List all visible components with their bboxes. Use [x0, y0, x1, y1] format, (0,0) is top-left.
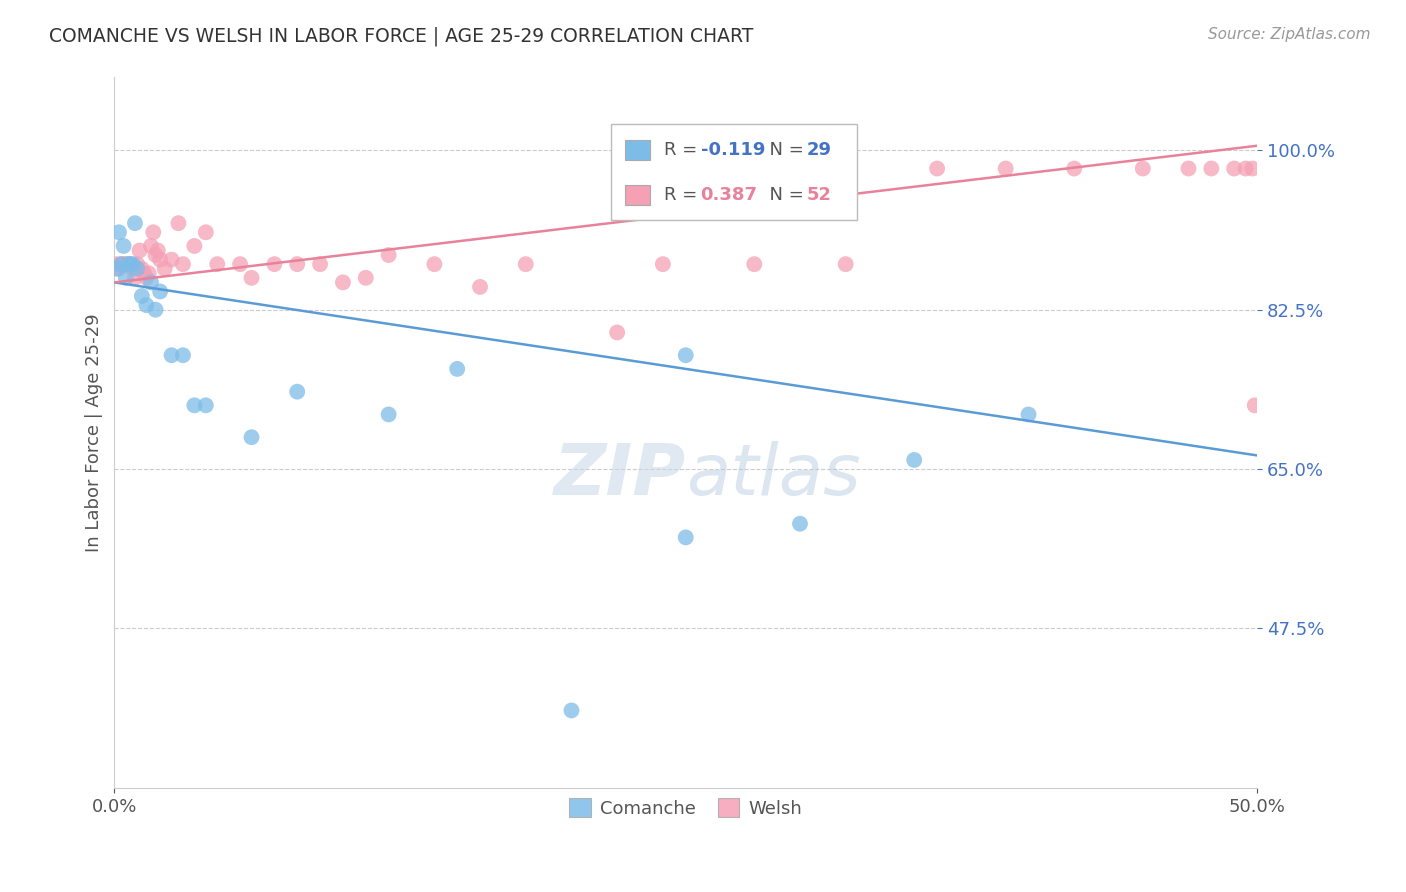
Point: [675, 530, 697, 544]
Text: atlas: atlas: [686, 441, 860, 509]
Point: [121, 261, 143, 276]
FancyBboxPatch shape: [612, 124, 858, 219]
Point: [135, 270, 157, 285]
Text: 52: 52: [807, 186, 832, 204]
Point: [240, 430, 263, 444]
Point: [183, 239, 205, 253]
Point: [675, 348, 697, 362]
Text: N =: N =: [758, 186, 810, 204]
Point: [1132, 161, 1154, 176]
Point: [183, 398, 205, 412]
Point: [309, 257, 332, 271]
Point: [194, 225, 217, 239]
Point: [263, 257, 285, 271]
Point: [105, 261, 128, 276]
Point: [1018, 408, 1040, 422]
Text: ZIP: ZIP: [554, 441, 686, 509]
Point: [1223, 161, 1246, 176]
Point: [153, 261, 176, 276]
Text: R =: R =: [664, 186, 703, 204]
Point: [1177, 161, 1199, 176]
Point: [515, 257, 537, 271]
Point: [354, 270, 377, 285]
Point: [1241, 161, 1264, 176]
Text: N =: N =: [758, 141, 810, 159]
Point: [606, 326, 628, 340]
Point: [194, 398, 217, 412]
Point: [117, 257, 139, 271]
Point: [229, 257, 252, 271]
Point: [240, 270, 263, 285]
Point: [149, 252, 172, 267]
Point: [377, 408, 399, 422]
Point: [742, 257, 765, 271]
Point: [112, 257, 135, 271]
Point: [112, 239, 135, 253]
Point: [139, 276, 162, 290]
Point: [160, 348, 183, 362]
Point: [903, 453, 925, 467]
Point: [145, 248, 167, 262]
Point: [994, 161, 1017, 176]
Point: [377, 248, 399, 262]
Point: [834, 257, 856, 271]
Text: Source: ZipAtlas.com: Source: ZipAtlas.com: [1208, 27, 1371, 42]
Point: [108, 225, 131, 239]
Point: [110, 257, 132, 271]
Point: [1201, 161, 1223, 176]
Point: [1234, 161, 1257, 176]
Point: [124, 216, 146, 230]
FancyBboxPatch shape: [626, 140, 651, 160]
Point: [285, 384, 308, 399]
Point: [124, 270, 146, 285]
FancyBboxPatch shape: [626, 185, 651, 205]
Point: [167, 216, 190, 230]
Text: R =: R =: [664, 141, 703, 159]
Point: [108, 261, 131, 276]
Point: [139, 239, 162, 253]
Text: -0.119: -0.119: [700, 141, 765, 159]
Point: [131, 289, 153, 303]
Point: [115, 270, 138, 285]
Point: [146, 244, 169, 258]
Point: [446, 362, 468, 376]
Point: [160, 252, 183, 267]
Point: [927, 161, 949, 176]
Point: [560, 703, 582, 717]
Point: [110, 257, 132, 271]
Point: [127, 257, 149, 271]
Point: [172, 348, 194, 362]
Point: [1063, 161, 1085, 176]
Point: [127, 261, 149, 276]
Point: [789, 516, 811, 531]
Point: [138, 266, 160, 280]
Point: [142, 225, 165, 239]
Point: [285, 257, 308, 271]
Point: [172, 257, 194, 271]
Point: [468, 280, 491, 294]
Point: [120, 257, 142, 271]
Point: [149, 285, 172, 299]
Point: [131, 261, 153, 276]
Point: [105, 257, 128, 271]
Point: [332, 276, 354, 290]
Point: [121, 257, 143, 271]
Text: 0.387: 0.387: [700, 186, 758, 204]
Point: [145, 302, 167, 317]
Legend: Comanche, Welsh: Comanche, Welsh: [562, 791, 810, 825]
Point: [134, 266, 156, 280]
Text: COMANCHE VS WELSH IN LABOR FORCE | AGE 25-29 CORRELATION CHART: COMANCHE VS WELSH IN LABOR FORCE | AGE 2…: [49, 27, 754, 46]
Point: [423, 257, 446, 271]
Point: [651, 257, 673, 271]
Point: [207, 257, 229, 271]
Point: [115, 257, 138, 271]
Text: 29: 29: [807, 141, 832, 159]
Y-axis label: In Labor Force | Age 25-29: In Labor Force | Age 25-29: [86, 313, 103, 552]
Point: [117, 257, 139, 271]
Point: [120, 257, 142, 271]
Point: [128, 244, 150, 258]
Point: [135, 298, 157, 312]
Point: [1243, 398, 1265, 412]
